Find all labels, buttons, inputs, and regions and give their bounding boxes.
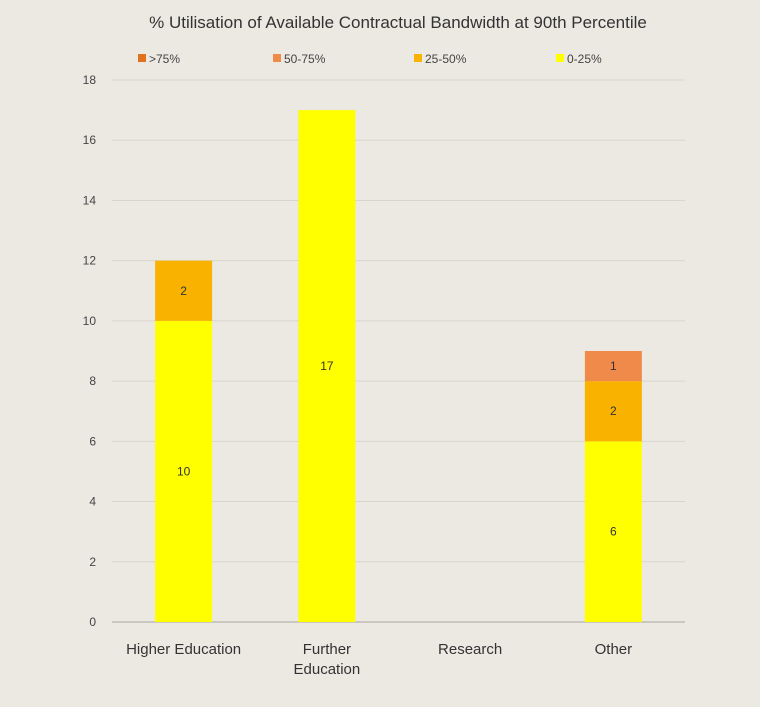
y-tick-label: 4 <box>89 495 96 509</box>
legend-label: >75% <box>149 52 180 66</box>
y-tick-label: 6 <box>89 434 96 448</box>
x-category-label: Higher Education <box>126 641 241 658</box>
legend-label: 50-75% <box>284 52 326 66</box>
legend-swatch <box>138 54 146 62</box>
data-label: 1 <box>610 359 617 373</box>
legend-label: 25-50% <box>425 52 467 66</box>
legend-swatch <box>273 54 281 62</box>
y-tick-label: 16 <box>83 133 97 147</box>
data-label: 17 <box>320 359 334 373</box>
data-label: 2 <box>180 284 187 298</box>
y-tick-label: 2 <box>89 555 96 569</box>
data-label: 2 <box>610 404 617 418</box>
legend-swatch <box>556 54 564 62</box>
chart-title: % Utilisation of Available Contractual B… <box>149 13 647 32</box>
y-tick-label: 0 <box>89 615 96 629</box>
legend: >75% 50-75% 25-50% 0-25% <box>138 52 602 66</box>
legend-swatch <box>414 54 422 62</box>
x-category-label: Further Education <box>294 641 361 678</box>
x-category-label: Other <box>595 641 633 658</box>
y-tick-label: 8 <box>89 374 96 388</box>
bar-higher-education-0-25 <box>155 320 213 622</box>
x-axis: Higher Education Further Education Research… <box>126 641 632 678</box>
bar-other-0-25 <box>584 441 642 622</box>
data-label: 10 <box>177 464 191 478</box>
y-tick-label: 18 <box>83 73 97 87</box>
y-tick-label: 12 <box>83 254 97 268</box>
bar-other-25-50 <box>584 381 642 442</box>
bar-further-education-0-25 <box>298 110 356 622</box>
bar-other-50-75 <box>584 351 642 382</box>
y-axis: 0 2 4 6 8 10 12 14 16 18 <box>83 73 97 629</box>
legend-label: 0-25% <box>567 52 602 66</box>
bars: 10 2 17 6 2 1 <box>155 110 642 622</box>
data-label: 6 <box>610 525 617 539</box>
x-category-label: Research <box>438 641 502 658</box>
y-tick-label: 14 <box>83 193 97 207</box>
bar-higher-education-25-50 <box>155 260 213 321</box>
y-tick-label: 10 <box>83 314 97 328</box>
